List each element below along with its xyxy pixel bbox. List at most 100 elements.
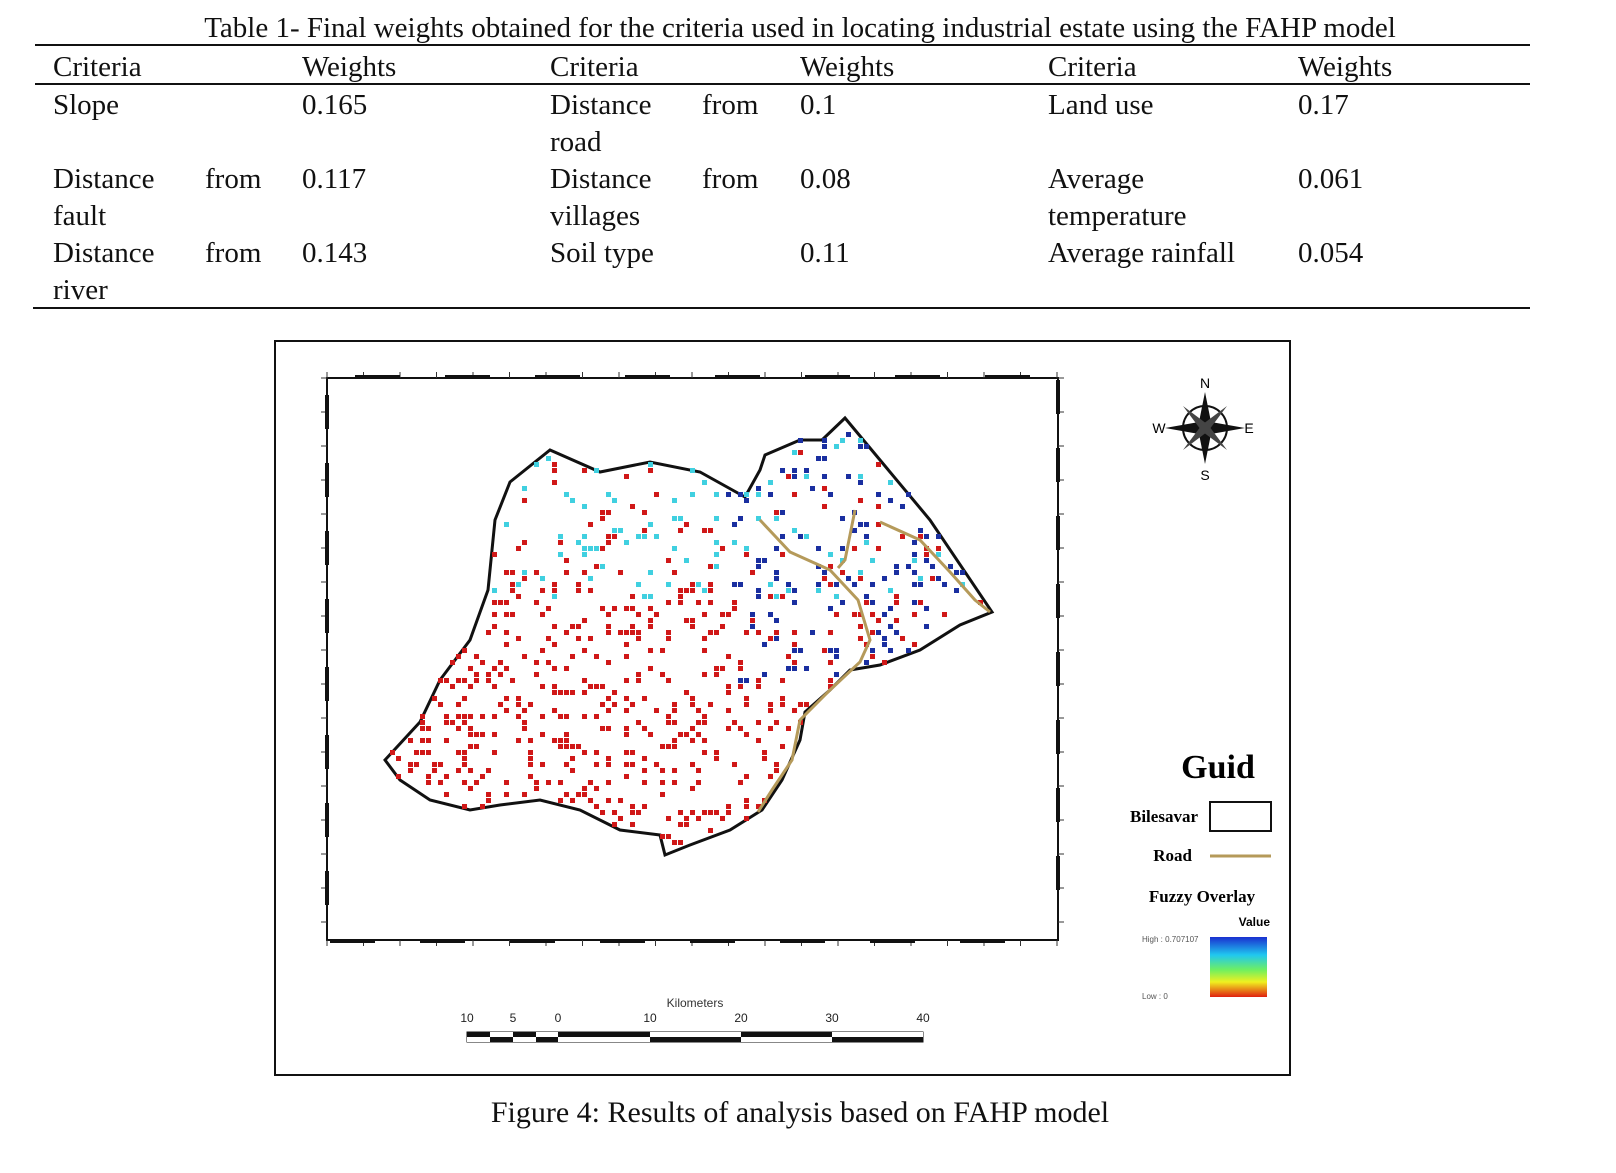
overlay-cell bbox=[636, 672, 641, 677]
overlay-cell bbox=[582, 648, 587, 653]
overlay-cell bbox=[750, 612, 755, 617]
overlay-cell bbox=[624, 540, 629, 545]
overlay-cell bbox=[714, 492, 719, 497]
overlay-cell bbox=[474, 744, 479, 749]
overlay-cell bbox=[714, 516, 719, 521]
overlay-cell bbox=[462, 762, 467, 767]
overlay-cell bbox=[690, 810, 695, 815]
overlay-cell bbox=[546, 636, 551, 641]
criteria-weight: 0.117 bbox=[302, 163, 367, 195]
overlay-cell bbox=[612, 822, 617, 827]
table-header-rule bbox=[35, 83, 1530, 85]
overlay-cell bbox=[522, 654, 527, 659]
overlay-cell bbox=[684, 732, 689, 737]
overlay-cell bbox=[738, 684, 743, 689]
overlay-cell bbox=[864, 600, 869, 605]
overlay-cell bbox=[672, 780, 677, 785]
overlay-cell bbox=[690, 786, 695, 791]
overlay-cell bbox=[780, 702, 785, 707]
overlay-cell bbox=[738, 780, 743, 785]
overlay-cell bbox=[642, 696, 647, 701]
overlay-cell bbox=[642, 594, 647, 599]
overlay-cell bbox=[732, 522, 737, 527]
overlay-cell bbox=[618, 630, 623, 635]
overlay-cell bbox=[684, 822, 689, 827]
overlay-cell bbox=[798, 648, 803, 653]
overlay-cell bbox=[516, 714, 521, 719]
overlay-cell bbox=[894, 630, 899, 635]
overlay-cell bbox=[534, 600, 539, 605]
overlay-cell bbox=[780, 510, 785, 515]
overlay-cell bbox=[888, 648, 893, 653]
overlay-cell bbox=[600, 516, 605, 521]
criteria-name-cont: road bbox=[550, 126, 602, 158]
overlay-cell bbox=[678, 822, 683, 827]
overlay-cell bbox=[876, 492, 881, 497]
table-bottom-rule bbox=[33, 307, 1530, 309]
overlay-cell bbox=[618, 528, 623, 533]
overlay-cell bbox=[768, 480, 773, 485]
overlay-cell bbox=[630, 804, 635, 809]
overlay-cell bbox=[444, 774, 449, 779]
overlay-cell bbox=[828, 552, 833, 557]
overlay-cell bbox=[780, 696, 785, 701]
overlay-cell bbox=[702, 588, 707, 593]
overlay-cell bbox=[510, 588, 515, 593]
overlay-cell bbox=[804, 702, 809, 707]
table-header-cell: Criteria bbox=[550, 51, 639, 83]
overlay-cell bbox=[648, 570, 653, 575]
overlay-cell bbox=[546, 660, 551, 665]
overlay-cell bbox=[696, 720, 701, 725]
overlay-cell bbox=[564, 570, 569, 575]
overlay-cell bbox=[738, 582, 743, 587]
overlay-cell bbox=[606, 534, 611, 539]
overlay-cell bbox=[834, 582, 839, 587]
legend-overlay-label: Fuzzy Overlay bbox=[1149, 887, 1256, 906]
overlay-cell bbox=[504, 630, 509, 635]
overlay-cell bbox=[756, 492, 761, 497]
overlay-cell bbox=[690, 468, 695, 473]
overlay-cell bbox=[630, 810, 635, 815]
criteria-name: Distance bbox=[53, 237, 155, 269]
overlay-cell bbox=[888, 606, 893, 611]
overlay-cell bbox=[612, 498, 617, 503]
overlay-cell bbox=[678, 516, 683, 521]
overlay-cell bbox=[888, 624, 893, 629]
overlay-cell bbox=[642, 726, 647, 731]
overlay-cell bbox=[834, 594, 839, 599]
criteria-weight: 0.054 bbox=[1298, 237, 1364, 269]
overlay-cell bbox=[540, 732, 545, 737]
overlay-cell bbox=[516, 702, 521, 707]
overlay-cell bbox=[510, 612, 515, 617]
overlay-cell bbox=[834, 648, 839, 653]
criteria-name: Average rainfall bbox=[1048, 237, 1236, 269]
overlay-cell bbox=[720, 666, 725, 671]
overlay-cell bbox=[582, 792, 587, 797]
overlay-cell bbox=[870, 630, 875, 635]
overlay-cell bbox=[492, 714, 497, 719]
overlay-cell bbox=[744, 816, 749, 821]
table-top-rule bbox=[35, 44, 1530, 46]
overlay-cell bbox=[708, 588, 713, 593]
overlay-cell bbox=[714, 756, 719, 761]
criteria-name-from: from bbox=[702, 163, 759, 195]
overlay-cell bbox=[732, 606, 737, 611]
overlay-cell bbox=[780, 552, 785, 557]
overlay-cell bbox=[648, 732, 653, 737]
overlay-cell bbox=[792, 666, 797, 671]
legend-title: Guid bbox=[1181, 749, 1255, 786]
overlay-cell bbox=[774, 570, 779, 575]
overlay-cell bbox=[570, 624, 575, 629]
overlay-cell bbox=[744, 702, 749, 707]
overlay-cell bbox=[792, 588, 797, 593]
overlay-cell bbox=[606, 660, 611, 665]
overlay-cell bbox=[612, 702, 617, 707]
overlay-cell bbox=[702, 480, 707, 485]
overlay-cell bbox=[462, 804, 467, 809]
overlay-cell bbox=[744, 804, 749, 809]
overlay-cell bbox=[606, 630, 611, 635]
overlay-cell bbox=[744, 798, 749, 803]
overlay-cell bbox=[708, 828, 713, 833]
overlay-cell bbox=[888, 498, 893, 503]
overlay-cell bbox=[768, 708, 773, 713]
